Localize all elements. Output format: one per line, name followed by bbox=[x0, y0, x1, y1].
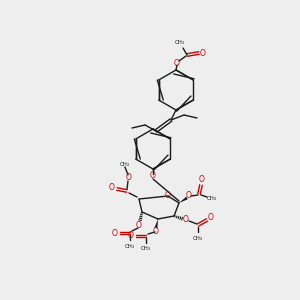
Text: O: O bbox=[165, 191, 171, 200]
Text: CH₃: CH₃ bbox=[175, 40, 185, 44]
Text: CH₃: CH₃ bbox=[141, 247, 151, 251]
Text: CH₃: CH₃ bbox=[120, 161, 130, 166]
Text: O: O bbox=[200, 49, 206, 58]
Text: O: O bbox=[112, 229, 118, 238]
Text: O: O bbox=[183, 215, 189, 224]
Text: O: O bbox=[109, 184, 115, 193]
Text: O: O bbox=[186, 191, 192, 200]
Text: O: O bbox=[136, 220, 142, 230]
Polygon shape bbox=[154, 219, 158, 228]
Text: O: O bbox=[153, 226, 159, 236]
Text: CH₃: CH₃ bbox=[207, 196, 217, 202]
Polygon shape bbox=[179, 197, 188, 203]
Text: O: O bbox=[128, 232, 134, 241]
Text: O: O bbox=[208, 212, 214, 221]
Text: CH₃: CH₃ bbox=[125, 244, 135, 248]
Text: O: O bbox=[199, 176, 205, 184]
Text: O: O bbox=[174, 58, 180, 68]
Text: O: O bbox=[126, 172, 132, 182]
Text: CH₃: CH₃ bbox=[193, 236, 203, 241]
Text: O: O bbox=[150, 172, 156, 181]
